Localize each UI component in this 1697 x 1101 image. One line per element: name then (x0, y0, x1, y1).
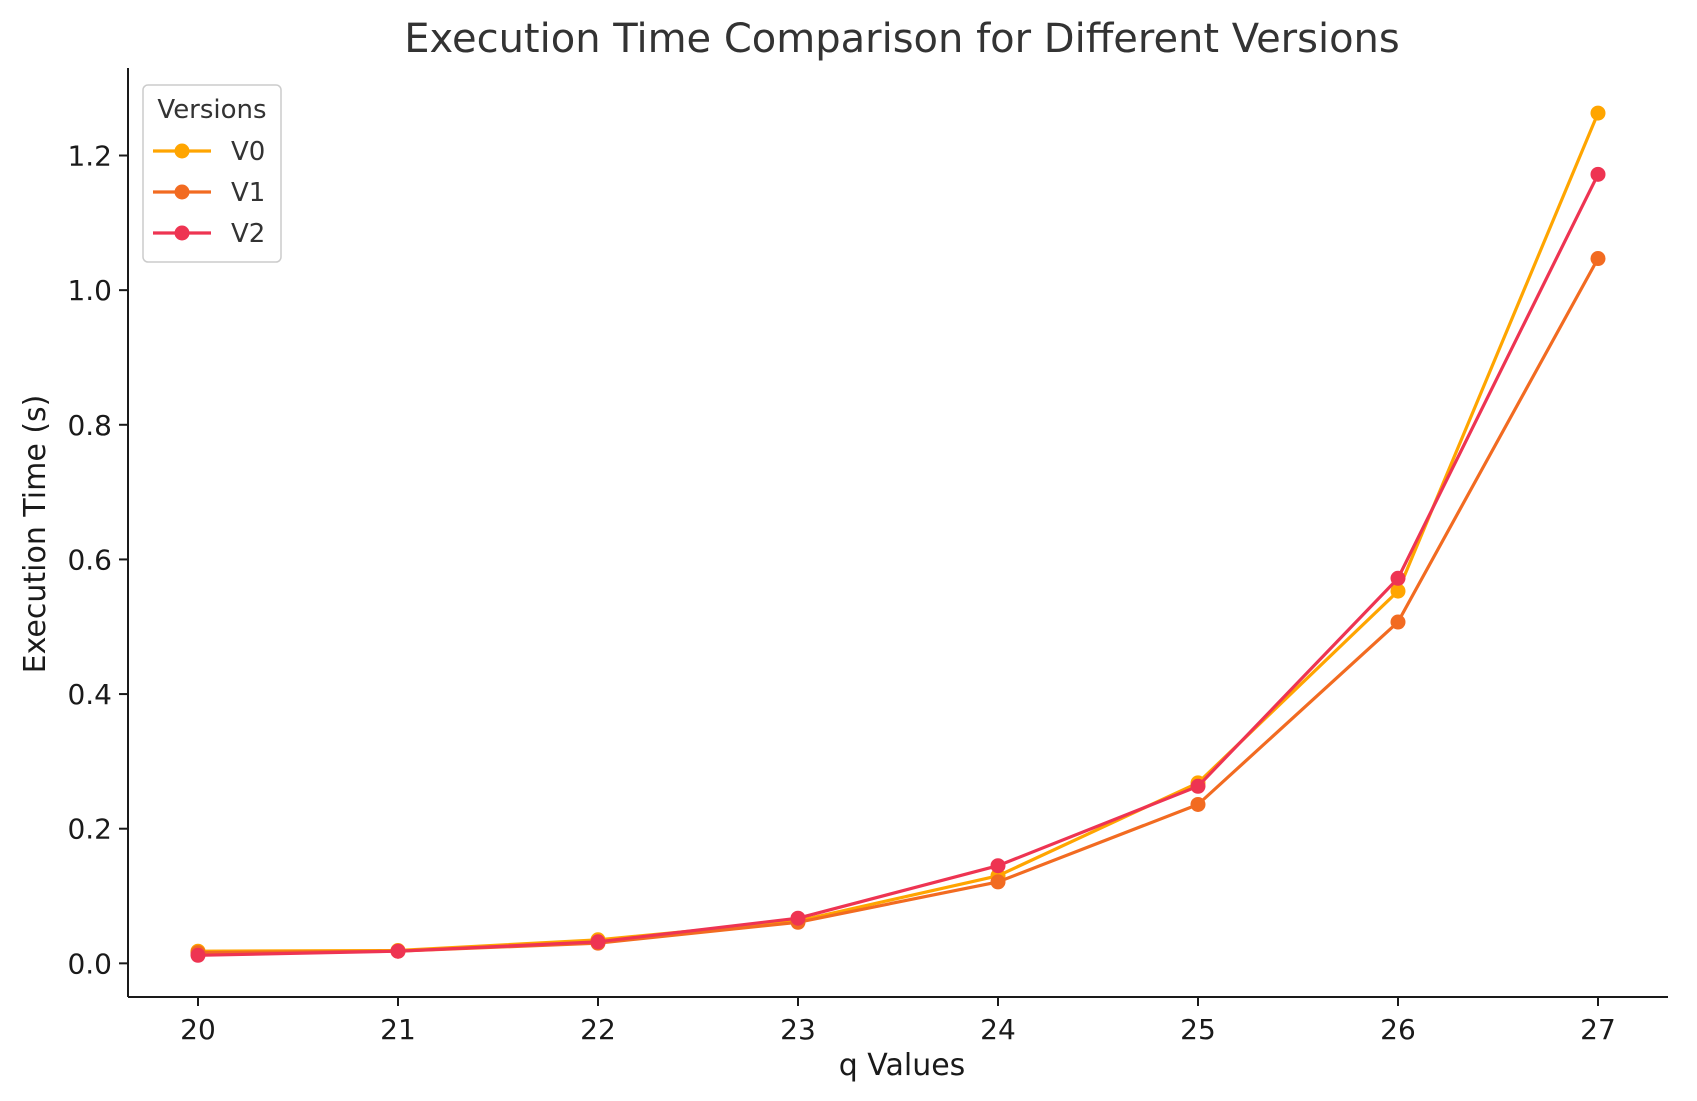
data-point-v1 (1590, 251, 1606, 267)
y-tick-label: 1.2 (67, 140, 112, 173)
data-point-v2 (590, 934, 606, 950)
data-point-v2 (1190, 778, 1206, 794)
legend-label: V0 (231, 137, 265, 167)
legend-title: Versions (157, 95, 266, 125)
data-point-v0 (1390, 583, 1406, 599)
data-point-v1 (990, 874, 1006, 890)
data-point-v1 (1190, 796, 1206, 812)
data-point-v2 (190, 947, 206, 963)
series-v2 (190, 166, 1606, 963)
legend: Versions V0 V1 V2 (142, 84, 282, 263)
legend-item-v1: V1 (153, 178, 265, 208)
legend-swatch-marker (174, 143, 190, 159)
legend-item-v0: V0 (153, 137, 265, 167)
data-point-v2 (1590, 166, 1606, 182)
y-axis-label: Execution Time (s) (18, 395, 53, 674)
legend-box (142, 84, 282, 263)
y-tick-label: 0.0 (67, 947, 112, 980)
x-tick-label: 20 (180, 1013, 216, 1046)
chart-title: Execution Time Comparison for Different … (404, 16, 1399, 62)
series-line-v0 (197, 112, 1600, 953)
data-point-v2 (790, 910, 806, 926)
y-tick-label: 0.2 (67, 813, 112, 846)
x-tick-label: 23 (780, 1013, 816, 1046)
y-tick-label: 0.8 (67, 409, 112, 442)
ticks: 20 21 22 23 24 25 26 27 0.0 0.2 0.4 0.6 0.8 1.0 1.2 (67, 140, 1615, 1046)
y-tick-label: 0.4 (67, 678, 112, 711)
axes (127, 68, 1668, 998)
x-tick-label: 27 (1580, 1013, 1616, 1046)
legend-swatch-marker (174, 184, 190, 200)
series-v0 (190, 105, 1606, 959)
series-line-v1 (197, 257, 1600, 955)
data-point-v0 (1590, 105, 1606, 121)
data-point-v2 (1390, 570, 1406, 586)
y-tick-label: 1.0 (67, 274, 112, 307)
x-tick-label: 26 (1380, 1013, 1416, 1046)
data-point-v2 (990, 858, 1006, 874)
x-axis-label: q Values (839, 1048, 966, 1083)
legend-items: V0 V1 V2 (153, 137, 265, 249)
series-line-v2 (197, 173, 1600, 957)
y-tick-label: 0.6 (67, 543, 112, 576)
legend-label: V1 (231, 178, 265, 208)
x-tick-label: 22 (580, 1013, 616, 1046)
data-point-v1 (1390, 614, 1406, 630)
data-point-v2 (390, 943, 406, 959)
legend-label: V2 (231, 219, 265, 249)
legend-item-v2: V2 (153, 219, 265, 249)
x-tick-label: 24 (980, 1013, 1016, 1046)
x-tick-label: 25 (1180, 1013, 1216, 1046)
series-v1 (190, 251, 1606, 961)
series-lines (190, 105, 1606, 963)
legend-swatch-marker (174, 225, 190, 241)
x-tick-label: 21 (380, 1013, 416, 1046)
